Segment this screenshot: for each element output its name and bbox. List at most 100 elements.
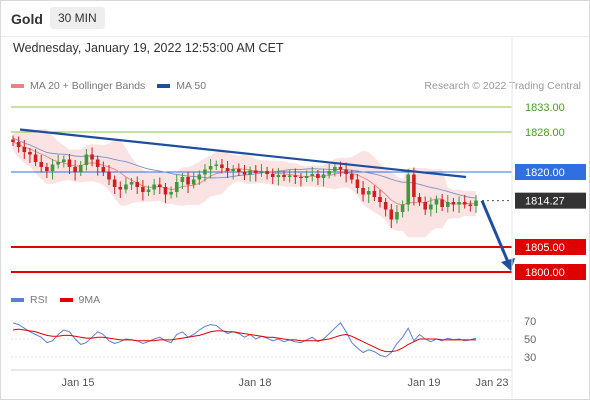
candle-body bbox=[338, 167, 343, 170]
chart-datetime: Wednesday, January 19, 2022 12:53:00 AM … bbox=[13, 41, 284, 55]
candle-body bbox=[445, 202, 450, 207]
candle-body bbox=[293, 175, 298, 177]
candle-body bbox=[270, 174, 275, 177]
candle-body bbox=[253, 170, 258, 173]
candle-body bbox=[163, 187, 168, 195]
level-label-1828.00: 1828.00 bbox=[525, 127, 565, 139]
candle-body bbox=[197, 174, 202, 180]
candle-body bbox=[146, 189, 151, 192]
level-label-1800.00: 1800.00 bbox=[525, 267, 565, 279]
legend-item-ma9: 9MA bbox=[59, 294, 100, 306]
candle-body bbox=[84, 154, 89, 165]
candle-body bbox=[333, 167, 337, 171]
candle-body bbox=[169, 192, 173, 195]
asset-name: Gold bbox=[11, 11, 43, 27]
candle-body bbox=[180, 177, 185, 182]
candle-body bbox=[265, 171, 269, 174]
candle-body bbox=[174, 182, 179, 192]
candle-body bbox=[135, 182, 140, 187]
candle-body bbox=[440, 199, 444, 207]
candle-body bbox=[259, 171, 264, 173]
main-legend: MA 20 + Bollinger Bands MA 50 bbox=[11, 80, 218, 92]
level-tag-1814.27 bbox=[515, 192, 586, 209]
rsi-legend: RSI 9MA bbox=[11, 294, 112, 306]
level-label-1833.00: 1833.00 bbox=[525, 102, 565, 114]
candle-body bbox=[355, 179, 360, 188]
candle-body bbox=[349, 174, 354, 180]
candle-body bbox=[50, 164, 55, 171]
candle-body bbox=[22, 147, 27, 152]
candle-body bbox=[16, 142, 21, 147]
candle-body bbox=[423, 202, 427, 210]
level-label-1820.00: 1820.00 bbox=[525, 167, 565, 179]
ma50-swatch bbox=[157, 84, 171, 88]
level-label-1805.00: 1805.00 bbox=[525, 242, 565, 254]
trendline bbox=[19, 128, 467, 179]
candle-body bbox=[158, 184, 162, 187]
candle-body bbox=[304, 176, 309, 178]
candle-body bbox=[186, 177, 190, 185]
level-label-1814.27: 1814.27 bbox=[525, 196, 565, 208]
candle-body bbox=[248, 170, 252, 175]
rsi-tick-label: 30 bbox=[524, 352, 536, 364]
top-bar: Gold 30 MIN bbox=[0, 0, 590, 37]
candle-body bbox=[118, 187, 123, 190]
candle-body bbox=[434, 199, 439, 205]
ma20-swatch bbox=[11, 84, 24, 88]
candle-body bbox=[237, 169, 241, 172]
candle-body bbox=[395, 212, 399, 220]
candle-body bbox=[203, 169, 207, 175]
level-tag-1805.00 bbox=[515, 239, 586, 255]
candle-body bbox=[107, 172, 111, 180]
ma9-swatch bbox=[59, 298, 73, 302]
level-tag-1800.00 bbox=[515, 264, 586, 280]
candle-body bbox=[220, 164, 224, 168]
candle-body bbox=[191, 179, 196, 185]
candle-body bbox=[344, 169, 348, 174]
candle-body bbox=[417, 197, 422, 202]
candle-body bbox=[429, 204, 433, 210]
candle-body bbox=[45, 167, 49, 171]
forecast-arrow-shaft bbox=[480, 200, 510, 263]
candle-body bbox=[214, 164, 219, 166]
candle-body bbox=[78, 165, 83, 172]
x-tick-label: Jan 19 bbox=[407, 377, 440, 389]
legend-label-rsi: RSI bbox=[30, 294, 48, 306]
candle-body bbox=[412, 174, 416, 197]
candle-body bbox=[383, 202, 388, 210]
candle-body bbox=[406, 174, 411, 205]
legend-item-rsi: RSI bbox=[11, 294, 48, 306]
candle-body bbox=[33, 154, 38, 162]
candle-body bbox=[208, 166, 213, 170]
legend-item-ma20: MA 20 + Bollinger Bands bbox=[11, 80, 145, 92]
rsi-swatch bbox=[11, 298, 24, 302]
candle-body bbox=[282, 175, 286, 177]
rsi-ma9-line bbox=[12, 328, 476, 353]
candle-body bbox=[299, 177, 303, 178]
candle-body bbox=[95, 159, 100, 167]
candle-body bbox=[101, 167, 106, 172]
legend-label-ma50: MA 50 bbox=[176, 80, 207, 92]
rsi-tick-label: 70 bbox=[524, 316, 536, 328]
candle-body bbox=[474, 200, 478, 206]
candle-body bbox=[400, 204, 405, 212]
candle-body bbox=[451, 202, 456, 205]
candle-body bbox=[366, 191, 371, 195]
candle-body bbox=[316, 174, 320, 178]
copyright-text: Research © 2022 Trading Central bbox=[424, 80, 581, 92]
timeframe-chip[interactable]: 30 MIN bbox=[50, 7, 105, 29]
rsi-tick-label: 50 bbox=[524, 334, 536, 346]
level-tag-1820.00 bbox=[515, 164, 586, 180]
legend-item-ma50: MA 50 bbox=[157, 80, 206, 92]
legend-label-ma20: MA 20 + Bollinger Bands bbox=[30, 80, 146, 92]
x-tick-label: Jan 15 bbox=[61, 377, 94, 389]
x-tick-label: Jan 23 bbox=[475, 377, 508, 389]
candle-body bbox=[372, 191, 377, 197]
candle-body bbox=[462, 202, 467, 205]
candle-body bbox=[112, 179, 117, 187]
candle-body bbox=[310, 174, 315, 176]
candle-body bbox=[457, 202, 461, 205]
candle-body bbox=[361, 188, 365, 195]
candle-body bbox=[28, 152, 32, 155]
candle-body bbox=[62, 159, 66, 162]
